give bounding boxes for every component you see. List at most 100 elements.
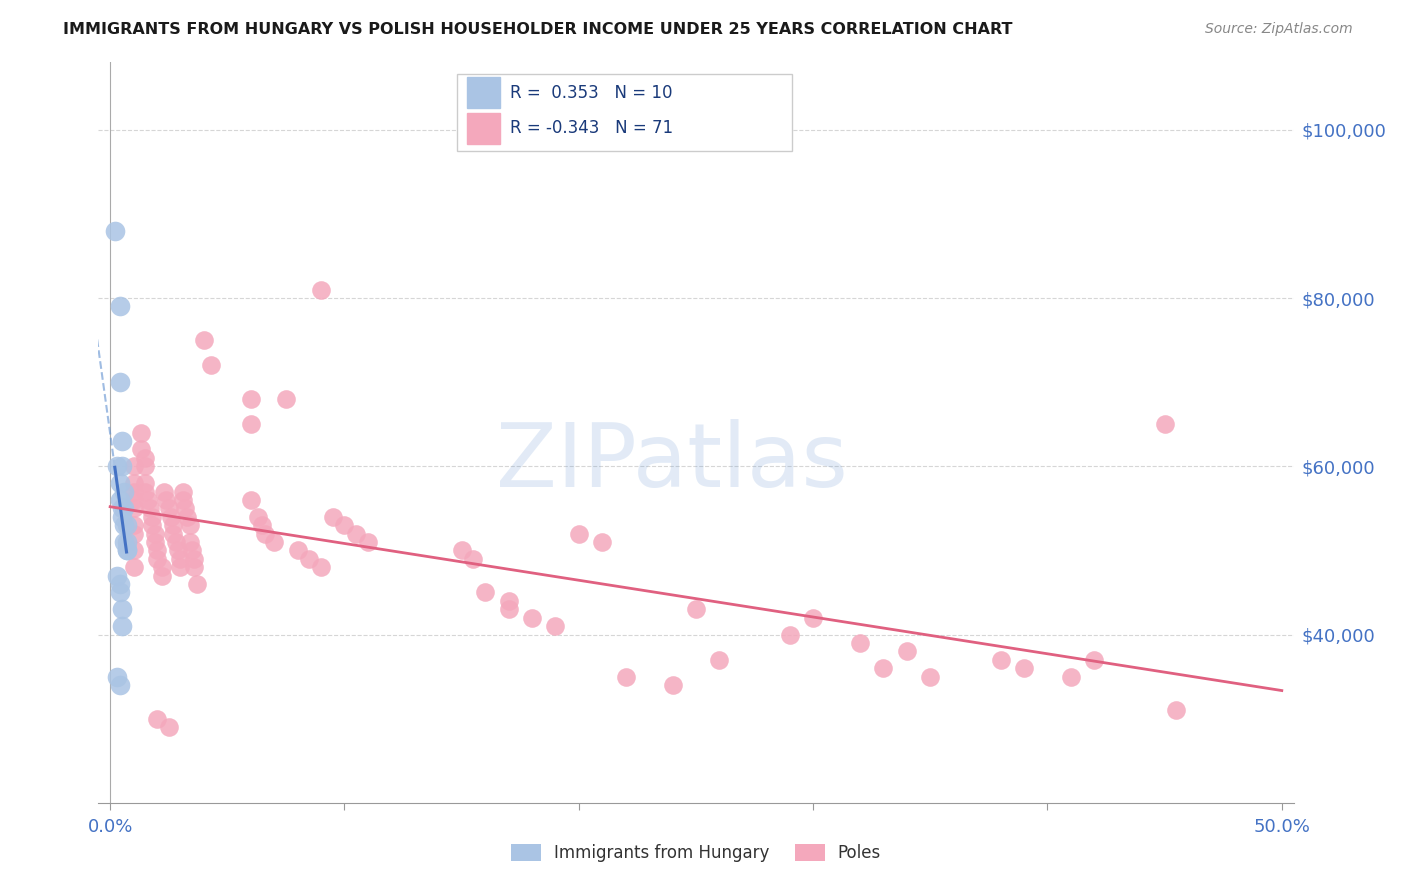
Point <box>357 535 380 549</box>
Point <box>160 509 183 524</box>
Point <box>239 492 262 507</box>
Point <box>141 518 163 533</box>
Point <box>134 450 156 465</box>
Point <box>129 442 152 457</box>
Point <box>450 543 472 558</box>
Point <box>108 585 131 599</box>
Point <box>568 526 591 541</box>
Point <box>872 661 894 675</box>
Point <box>122 492 145 507</box>
Point <box>146 543 169 558</box>
Point <box>134 476 156 491</box>
Point <box>104 224 127 238</box>
Point <box>108 577 131 591</box>
Point <box>287 543 309 558</box>
Point <box>333 518 356 533</box>
Point <box>112 518 135 533</box>
Point <box>157 720 180 734</box>
Point <box>1060 670 1083 684</box>
Point <box>134 459 156 474</box>
Point <box>141 509 163 524</box>
Point <box>134 484 156 499</box>
Point <box>896 644 918 658</box>
Point <box>474 585 496 599</box>
Point <box>112 501 135 516</box>
Text: R =  0.353   N = 10: R = 0.353 N = 10 <box>509 84 672 102</box>
Point <box>1083 653 1105 667</box>
Point <box>298 551 321 566</box>
Point <box>172 492 194 507</box>
Point <box>122 459 145 474</box>
Point <box>162 526 184 541</box>
Point <box>122 560 145 574</box>
Point <box>186 577 208 591</box>
Point <box>179 535 201 549</box>
Point <box>709 653 731 667</box>
Point <box>112 484 135 499</box>
Point <box>108 678 131 692</box>
Point <box>108 300 131 314</box>
Point <box>179 518 201 533</box>
Point <box>544 619 567 633</box>
Point <box>1153 417 1175 432</box>
Point <box>122 501 145 516</box>
Point <box>239 417 262 432</box>
Point <box>122 543 145 558</box>
Point <box>239 392 262 406</box>
Point <box>112 535 135 549</box>
Text: ZIPatlas: ZIPatlas <box>496 418 848 506</box>
Point <box>614 670 637 684</box>
Point <box>165 535 187 549</box>
Bar <box>467 112 501 144</box>
Point <box>779 627 801 641</box>
Point <box>105 670 128 684</box>
Point <box>849 636 872 650</box>
Point <box>167 543 190 558</box>
Point <box>1166 703 1188 717</box>
Text: R = -0.343   N = 71: R = -0.343 N = 71 <box>509 120 672 137</box>
Point <box>115 543 138 558</box>
Point <box>153 484 176 499</box>
Point <box>143 526 166 541</box>
Point <box>183 560 205 574</box>
Point <box>111 434 134 448</box>
Point <box>139 501 162 516</box>
Point <box>801 610 824 624</box>
Point <box>129 425 152 440</box>
Point <box>115 543 138 558</box>
Point <box>136 492 159 507</box>
Point <box>111 602 134 616</box>
Point <box>169 551 191 566</box>
Point <box>661 678 683 692</box>
Point <box>146 712 169 726</box>
Point <box>463 551 485 566</box>
Point <box>246 509 269 524</box>
Point <box>111 459 134 474</box>
Point <box>344 526 367 541</box>
Point <box>111 501 134 516</box>
Point <box>122 484 145 499</box>
Point <box>105 459 128 474</box>
Legend: Immigrants from Hungary, Poles: Immigrants from Hungary, Poles <box>505 837 887 869</box>
Point <box>920 670 942 684</box>
Point <box>183 551 205 566</box>
Text: Source: ZipAtlas.com: Source: ZipAtlas.com <box>1205 22 1353 37</box>
Point <box>200 359 222 373</box>
Point <box>122 526 145 541</box>
Point <box>990 653 1012 667</box>
Point <box>105 568 128 582</box>
Point <box>122 518 145 533</box>
Point <box>498 602 520 616</box>
Point <box>322 509 344 524</box>
Point <box>155 492 177 507</box>
Point <box>263 535 285 549</box>
Point <box>172 484 194 499</box>
Point <box>309 560 332 574</box>
Point <box>143 535 166 549</box>
Point <box>274 392 297 406</box>
Point <box>108 492 131 507</box>
Point <box>157 501 180 516</box>
Point <box>193 333 215 347</box>
Point <box>181 543 204 558</box>
Bar <box>467 78 501 108</box>
